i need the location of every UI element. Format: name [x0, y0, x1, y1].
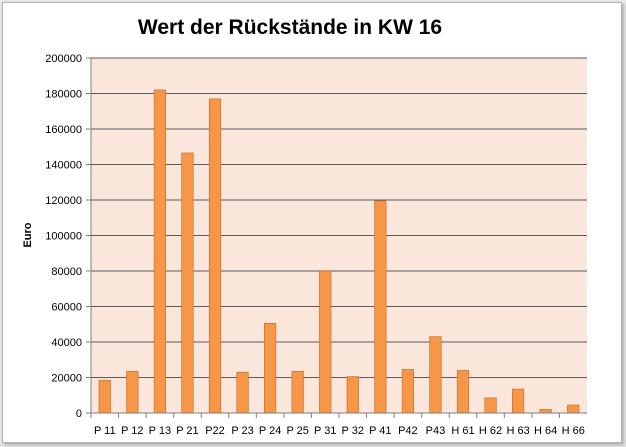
- x-tick-label: P 23: [231, 425, 253, 437]
- bar: [236, 371, 249, 414]
- y-tick-labels: 0 20000 40000 60000 80000 100000 120000 140000 1…: [45, 53, 82, 420]
- y-tick-label: 160000: [45, 124, 82, 136]
- chart-title: Wert der Rückstände in KW 16: [138, 16, 442, 39]
- bar: [539, 409, 552, 414]
- x-tick-label: P 12: [121, 425, 143, 437]
- bar: [126, 370, 139, 414]
- y-tick-label: 200000: [45, 53, 82, 65]
- x-tick-label: P 11: [94, 425, 116, 437]
- x-tick-labels: P 11 P 12 P 13 P 21 P22 P 23 P 24 P 25 P 31 P 32 P…: [94, 425, 585, 437]
- bar: [567, 404, 580, 414]
- x-tick-label: P43: [426, 425, 446, 437]
- x-tick-label: P 21: [176, 425, 198, 437]
- bar: [374, 200, 387, 414]
- y-tick-label: 100000: [45, 231, 82, 243]
- x-tick-label: P 41: [369, 425, 391, 437]
- chart-frame: Wert der Rückstände in KW 16 0 20000 40000…: [2, 2, 622, 443]
- gridlines: [86, 57, 587, 418]
- y-tick-label: 0: [76, 408, 82, 420]
- y-axis-label: Euro: [22, 222, 34, 247]
- x-tick-label: H 64: [534, 425, 557, 437]
- axes: [90, 58, 587, 414]
- bar: [98, 379, 111, 414]
- y-tick-label: 40000: [51, 337, 82, 349]
- bar: [512, 388, 525, 414]
- x-tick-label: H 61: [451, 425, 474, 437]
- y-tick-label: 120000: [45, 195, 82, 207]
- x-tick-label: P42: [398, 425, 418, 437]
- bar: [153, 89, 166, 414]
- bar: [319, 270, 332, 414]
- bar: [456, 370, 470, 414]
- x-tick-label: P 13: [149, 425, 171, 437]
- x-tick-label: P 25: [286, 425, 308, 437]
- bar: [181, 152, 194, 414]
- x-tick-label: H 62: [479, 425, 502, 437]
- y-tick-label: 140000: [45, 160, 82, 172]
- x-tick-label: P 32: [342, 425, 364, 437]
- bar-chart: Wert der Rückstände in KW 16 0 20000 40000…: [22, 16, 587, 437]
- y-tick-label: 20000: [51, 373, 82, 385]
- x-tick-label: H 66: [562, 425, 585, 437]
- bar: [401, 369, 414, 414]
- x-tick-label: P 31: [314, 425, 336, 437]
- y-tick-label: 180000: [45, 89, 82, 101]
- bar: [429, 336, 442, 414]
- bar: [264, 323, 277, 414]
- bar: [346, 376, 359, 414]
- y-tick-label: 80000: [51, 266, 82, 278]
- x-tick-label: P22: [205, 425, 225, 437]
- x-tick-label: H 63: [506, 425, 529, 437]
- bar: [484, 397, 497, 414]
- x-tick-label: P 24: [259, 425, 281, 437]
- y-tick-label: 60000: [51, 302, 82, 314]
- bar: [291, 370, 304, 414]
- bar: [208, 98, 222, 414]
